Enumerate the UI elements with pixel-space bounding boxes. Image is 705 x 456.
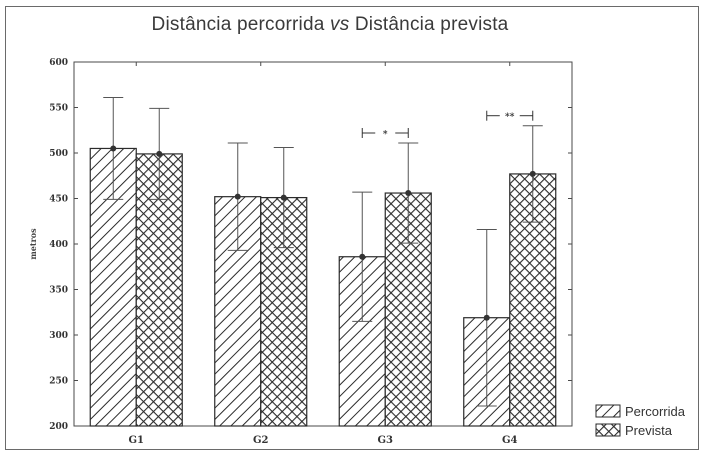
x-tick-label: G3 <box>378 435 394 446</box>
mean-marker <box>483 314 490 321</box>
x-tick-label: G4 <box>502 435 518 446</box>
chart-title-vs: vs <box>330 14 350 35</box>
mean-marker <box>359 253 366 260</box>
mean-marker <box>280 194 287 201</box>
y-tick-label: 550 <box>49 104 68 114</box>
x-tick-label: G2 <box>253 435 269 446</box>
y-axis-label: metros <box>28 228 38 260</box>
mean-marker <box>405 190 412 197</box>
mean-marker <box>529 170 536 177</box>
legend-swatch-percorrida <box>595 404 621 418</box>
legend-label: Percorrida <box>625 404 686 419</box>
significance-label: * <box>383 130 388 140</box>
x-tick-label: G1 <box>129 435 145 446</box>
legend-label: Prevista <box>625 423 673 438</box>
y-tick-label: 200 <box>49 422 68 432</box>
y-tick-label: 350 <box>49 286 68 296</box>
mean-marker <box>110 145 117 152</box>
y-tick-label: 250 <box>49 377 68 387</box>
y-tick-label: 450 <box>49 195 68 205</box>
chart-title: Distância percorrida vs Distância previs… <box>0 14 660 36</box>
y-tick-label: 300 <box>49 331 68 341</box>
chart-title-main: Distância percorrida <box>151 14 330 35</box>
y-tick-label: 400 <box>49 240 68 250</box>
mean-marker <box>156 150 163 157</box>
chart-title-rest: Distância prevista <box>349 14 509 35</box>
legend-swatch-prevista <box>595 423 621 437</box>
mean-marker <box>234 193 241 200</box>
y-tick-label: 600 <box>49 58 68 68</box>
significance-label: ** <box>505 113 515 123</box>
y-tick-label: 500 <box>49 149 68 159</box>
